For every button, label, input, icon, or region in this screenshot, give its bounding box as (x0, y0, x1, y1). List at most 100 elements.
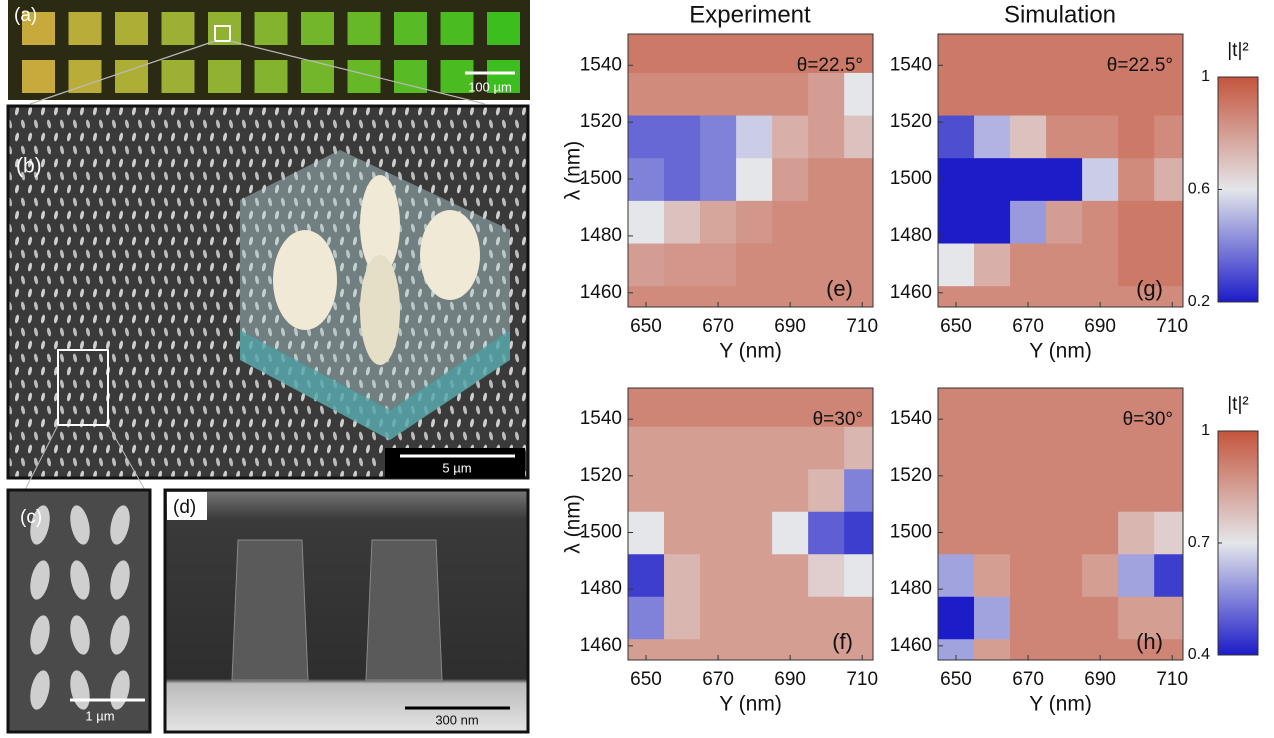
heatmap-cell (808, 158, 845, 201)
heatmap-cell (1154, 200, 1191, 243)
colorbar-tick-label: 0.7 (1188, 534, 1210, 551)
heatmap-cell (1082, 200, 1119, 243)
heatmap-cell (938, 200, 975, 243)
panel-label: (f) (832, 629, 853, 654)
heatmap-cell (1082, 554, 1119, 597)
heatmap-cell (664, 384, 701, 427)
heatmap-cell (1082, 115, 1119, 158)
heatmap-cell (700, 554, 737, 597)
heatmap-cell (1154, 158, 1191, 201)
y-axis-label: λ (nm) (562, 494, 585, 554)
heatmap-cell (938, 72, 975, 115)
heatmap-cell (974, 243, 1011, 286)
heatmap-cell (1082, 469, 1119, 512)
heatmap-cell (700, 72, 737, 115)
heatmap-cell (974, 200, 1011, 243)
x-tick-label: 670 (702, 669, 734, 690)
heatmap-cell (974, 115, 1011, 158)
heatmap-cell (938, 511, 975, 554)
y-tick-label: 1520 (580, 465, 622, 486)
x-tick-label: 650 (630, 316, 662, 337)
panel-label: (c) (20, 507, 42, 528)
heatmap-cell (736, 30, 773, 73)
colorbar (1218, 431, 1258, 655)
heatmap-cell (664, 426, 701, 469)
y-tick-label: 1500 (890, 522, 932, 543)
colorbar-tick-label: 1 (1201, 422, 1210, 439)
heatmap-cell (844, 554, 881, 597)
heatmap-cell (700, 200, 737, 243)
panel-label: (b) (16, 155, 42, 178)
pad (22, 60, 55, 93)
heatmap-cell (1046, 426, 1083, 469)
heatmap-cell (628, 158, 665, 201)
pad (255, 12, 288, 45)
y-tick-label: 1540 (890, 54, 932, 75)
heatmap-cell (736, 426, 773, 469)
heatmap-cell (1010, 243, 1047, 286)
annotation: θ=30° (1123, 409, 1173, 430)
heatmap-cell (938, 469, 975, 512)
heatmap-cell (1046, 596, 1083, 639)
colorbar-tick-label: 1 (1201, 68, 1210, 85)
colorbar-label: |t|² (1227, 394, 1248, 415)
heatmap-cell (664, 554, 701, 597)
heatmap-cell (808, 426, 845, 469)
y-tick-label: 1520 (890, 465, 932, 486)
heatmap-cell (1010, 158, 1047, 201)
heatmap-cell (1010, 200, 1047, 243)
heatmap-cell (1118, 200, 1155, 243)
heatmap-cell (736, 72, 773, 115)
heatmap-cell (700, 30, 737, 73)
heatmap-cell (772, 426, 809, 469)
heatmap-cell (772, 511, 809, 554)
heatmap-cell (700, 243, 737, 286)
heatmap-cell (736, 596, 773, 639)
x-tick-label: 710 (1156, 669, 1188, 690)
heatmap-cell (1082, 384, 1119, 427)
heatmap-cell (1118, 158, 1155, 201)
heatmap-cell (844, 158, 881, 201)
panel-label: (d) (173, 497, 196, 518)
heatmap-cell (1154, 72, 1191, 115)
y-tick-label: 1500 (580, 168, 622, 189)
heatmap-cell (772, 72, 809, 115)
heatmap-cell (736, 243, 773, 286)
heatmap-cell (1010, 511, 1047, 554)
panel-label: (a) (14, 5, 37, 26)
heatmap-cell (1082, 596, 1119, 639)
heatmap-cell (1082, 158, 1119, 201)
heatmap-cell (1082, 426, 1119, 469)
heatmap-cell (844, 469, 881, 512)
x-tick-label: 690 (774, 669, 806, 690)
heatmap-cell (772, 200, 809, 243)
heatmap-cell (974, 426, 1011, 469)
heatmap-cell (664, 30, 701, 73)
heatmap-cell (844, 115, 881, 158)
heatmap-cell (1010, 426, 1047, 469)
heatmap-cell (938, 158, 975, 201)
heatmap-cell (1046, 30, 1083, 73)
heatmap-cell (844, 426, 881, 469)
x-tick-label: 650 (940, 669, 972, 690)
heatmap-cell (736, 384, 773, 427)
annotation: θ=22.5° (797, 55, 863, 76)
heatmap-cell (664, 243, 701, 286)
x-axis-label: Y (nm) (719, 693, 782, 716)
pad (69, 12, 102, 45)
cross-section (165, 490, 528, 732)
heatmap-cell (772, 115, 809, 158)
column-title: Experiment (689, 1, 811, 28)
x-tick-label: 710 (1156, 316, 1188, 337)
render-pillar (420, 210, 480, 300)
y-tick-label: 1480 (580, 225, 622, 246)
render-pillar (360, 255, 400, 365)
heatmap-cell (772, 158, 809, 201)
pad (348, 12, 381, 45)
heatmap-cell (628, 426, 665, 469)
heatmap-cell (772, 469, 809, 512)
heatmap-cell (844, 511, 881, 554)
y-tick-label: 1540 (580, 54, 622, 75)
heatmap-cell (1082, 511, 1119, 554)
heatmap-cell (1082, 72, 1119, 115)
